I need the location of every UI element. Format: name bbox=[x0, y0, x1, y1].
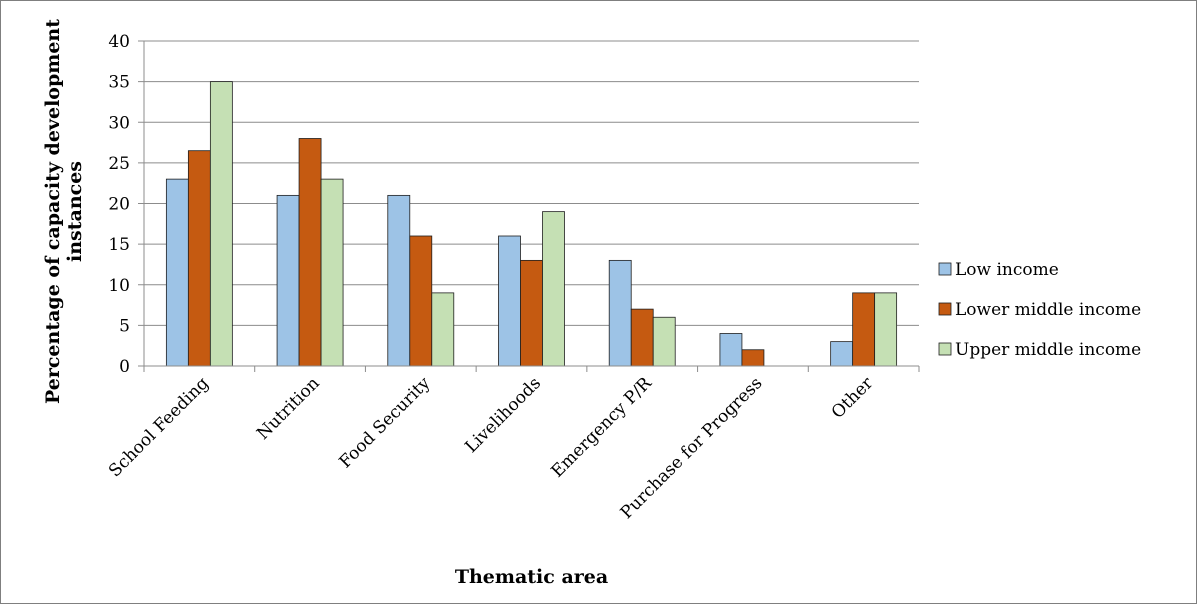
legend-label: Lower middle income bbox=[955, 300, 1141, 320]
y-axis-title-line-2: instances bbox=[64, 161, 86, 262]
bar bbox=[830, 341, 854, 367]
axes bbox=[138, 40, 920, 372]
bar bbox=[498, 235, 521, 367]
bar bbox=[187, 150, 211, 367]
x-category-labels: School Feeding Nutrition Food Security Live… bbox=[105, 373, 878, 524]
y-tick-label: 30 bbox=[108, 113, 130, 133]
y-tick-label: 0 bbox=[119, 357, 130, 377]
y-axis-title-line-1: Percentage of capacity development bbox=[42, 19, 64, 404]
x-category-label: Livelihoods bbox=[461, 373, 545, 457]
bar bbox=[276, 194, 300, 367]
legend: Low income Lower middle income Upper middl… bbox=[938, 260, 1141, 360]
x-category-label: School Feeding bbox=[105, 373, 213, 481]
x-category-label: Nutrition bbox=[253, 373, 324, 444]
bar bbox=[542, 211, 565, 367]
bar bbox=[320, 178, 344, 367]
y-tick-label: 20 bbox=[108, 195, 130, 215]
x-category-label: Emergency P/R bbox=[547, 373, 656, 482]
bar bbox=[209, 81, 233, 367]
y-tick-label: 25 bbox=[108, 154, 130, 174]
y-axis-title: Percentage of capacity development insta… bbox=[42, 19, 86, 404]
legend-label: Upper middle income bbox=[955, 340, 1141, 360]
bar bbox=[652, 316, 676, 367]
y-tick-label: 40 bbox=[108, 32, 130, 52]
bar bbox=[165, 178, 189, 367]
bar bbox=[852, 292, 876, 367]
y-tick-label: 35 bbox=[108, 73, 130, 93]
y-tick-label: 15 bbox=[108, 235, 130, 255]
legend-swatch bbox=[938, 342, 952, 356]
x-category-label: Food Security bbox=[335, 373, 434, 472]
x-axis-title: Thematic area bbox=[455, 566, 608, 588]
y-tick-labels: 0 5 10 15 20 25 30 35 40 bbox=[108, 32, 130, 377]
legend-swatch bbox=[938, 302, 952, 316]
bars bbox=[165, 81, 898, 367]
bar bbox=[719, 333, 743, 367]
bar bbox=[630, 308, 654, 367]
bar bbox=[387, 194, 411, 367]
y-tick-label: 5 bbox=[119, 316, 130, 336]
legend-swatch bbox=[938, 262, 952, 276]
bar bbox=[431, 292, 455, 367]
bar bbox=[298, 138, 322, 367]
bar bbox=[608, 259, 632, 367]
x-category-label: Other bbox=[828, 373, 878, 423]
bar bbox=[409, 235, 433, 367]
bar bbox=[874, 292, 898, 367]
gridlines bbox=[144, 40, 919, 326]
y-tick-label: 10 bbox=[108, 276, 130, 296]
legend-label: Low income bbox=[955, 260, 1059, 280]
bar bbox=[741, 349, 765, 367]
bar bbox=[520, 259, 543, 367]
